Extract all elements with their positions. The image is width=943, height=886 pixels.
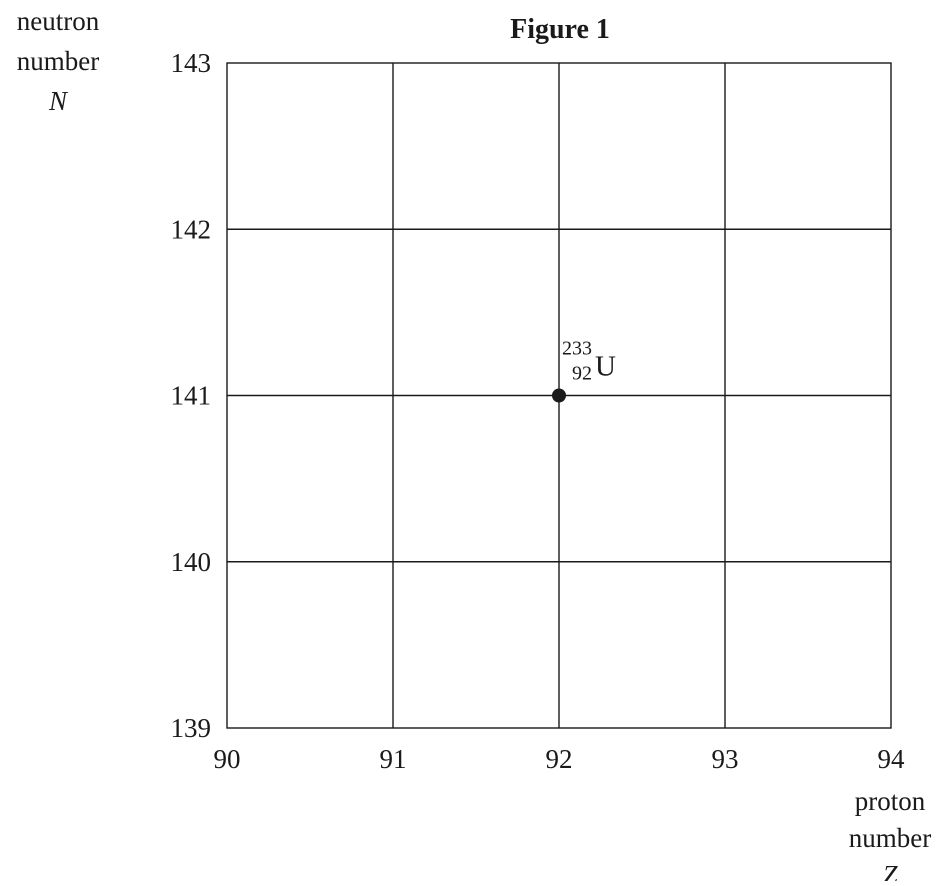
y-axis-title-line-3: N <box>48 86 69 116</box>
chart-title: Figure 1 <box>510 14 610 45</box>
y-axis-title-line-2: number <box>17 46 99 76</box>
data-point <box>552 388 566 403</box>
x-tick-label: 92 <box>546 744 573 774</box>
y-tick-label: 143 <box>171 48 212 78</box>
x-tick-labels: 90 91 92 93 94 <box>214 744 906 774</box>
x-tick-label: 94 <box>878 744 906 774</box>
mass-number: 233 <box>562 338 592 360</box>
y-tick-label: 140 <box>171 547 212 577</box>
x-axis-title: proton number Z <box>849 786 931 886</box>
x-axis-title-line-3: Z <box>882 860 898 881</box>
x-axis-title-line-1: proton <box>855 786 926 816</box>
y-axis-title: neutron number N <box>17 6 100 116</box>
y-tick-label: 139 <box>171 713 212 743</box>
y-tick-label: 141 <box>171 381 212 411</box>
grid <box>226 62 892 729</box>
x-tick-label: 93 <box>712 744 739 774</box>
atomic-number: 92 <box>572 363 592 385</box>
nuclide-label: 233 92 U <box>562 338 616 385</box>
x-axis-title-line-2: number <box>849 823 931 853</box>
y-tick-label: 142 <box>171 214 212 244</box>
y-axis-title-line-1: neutron <box>17 6 100 36</box>
x-tick-label: 91 <box>380 744 407 774</box>
element-symbol: U <box>595 351 616 383</box>
data-points: 233 92 U <box>552 338 616 403</box>
y-tick-labels: 139 140 141 142 143 <box>171 48 212 743</box>
x-tick-label: 90 <box>214 744 241 774</box>
